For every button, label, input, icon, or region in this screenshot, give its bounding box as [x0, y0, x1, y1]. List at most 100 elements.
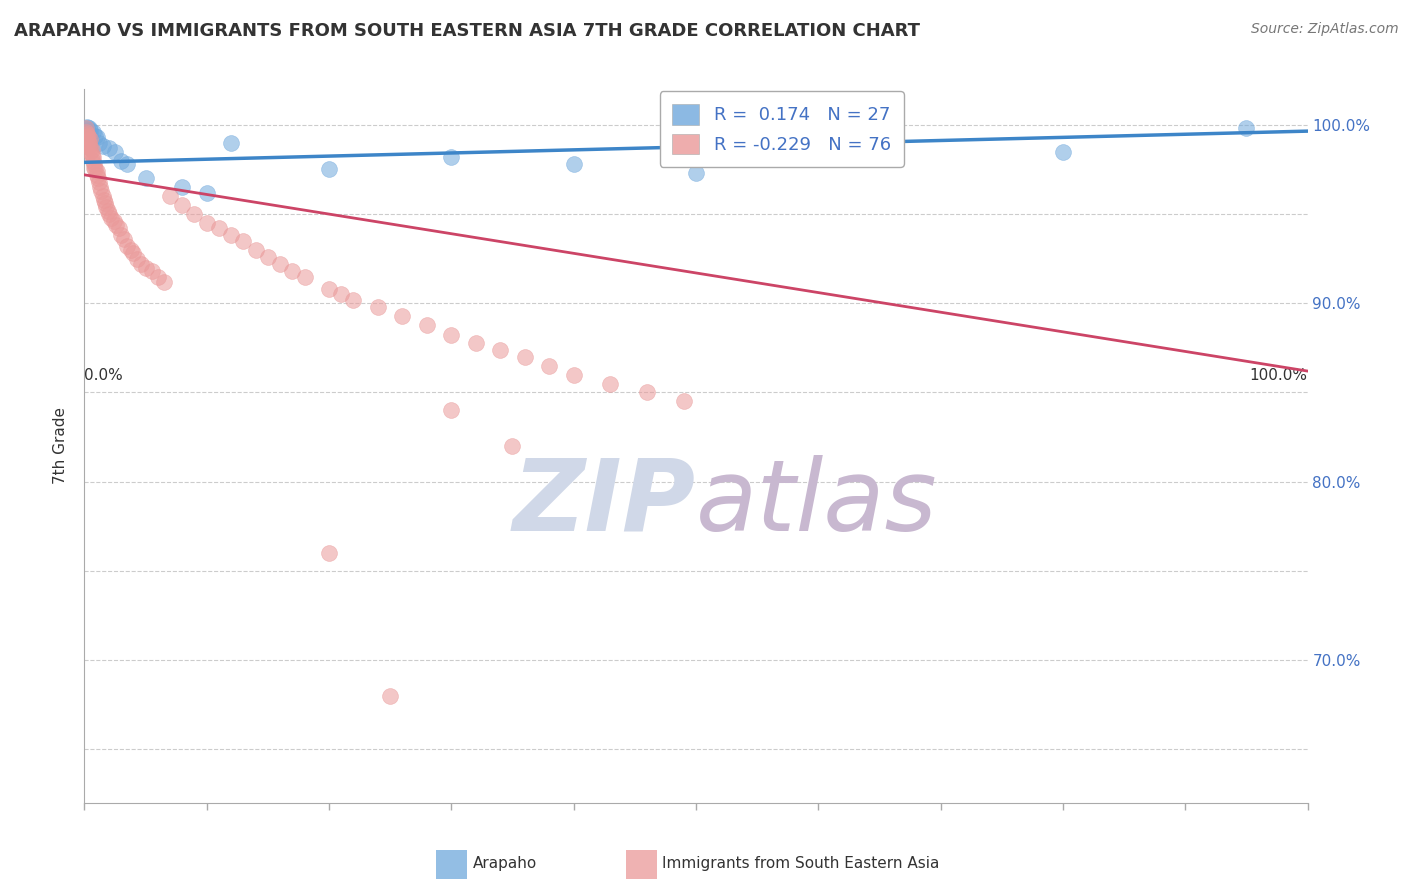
Point — [513, 350, 536, 364]
Point — [245, 243, 267, 257]
Text: Source: ZipAtlas.com: Source: ZipAtlas.com — [1251, 22, 1399, 37]
Point — [208, 221, 231, 235]
Point — [86, 168, 108, 182]
Point — [294, 269, 316, 284]
Point — [330, 287, 353, 301]
Point — [416, 318, 439, 332]
Point — [82, 125, 104, 139]
Point — [79, 145, 101, 159]
Point — [538, 359, 561, 373]
Point — [281, 264, 304, 278]
Point — [440, 403, 463, 417]
Point — [93, 193, 115, 207]
Text: ARAPAHO VS IMMIGRANTS FROM SOUTH EASTERN ASIA 7TH GRADE CORRELATION CHART: ARAPAHO VS IMMIGRANTS FROM SOUTH EASTERN… — [14, 22, 920, 40]
Point — [112, 232, 135, 246]
Point — [135, 260, 157, 275]
Point — [103, 214, 125, 228]
Point — [502, 439, 524, 453]
Point — [80, 148, 103, 162]
Point — [1236, 121, 1258, 136]
Point — [94, 196, 117, 211]
Text: 100.0%: 100.0% — [1250, 368, 1308, 383]
Point — [672, 394, 695, 409]
Text: Arapaho: Arapaho — [472, 856, 537, 871]
Point — [105, 218, 128, 232]
Point — [685, 166, 707, 180]
Point — [84, 162, 107, 177]
Point — [77, 121, 100, 136]
Point — [146, 269, 169, 284]
Point — [183, 207, 205, 221]
Point — [79, 132, 101, 146]
Point — [391, 309, 413, 323]
Point — [76, 127, 98, 141]
Point — [79, 141, 101, 155]
Point — [110, 153, 132, 168]
Point — [153, 275, 176, 289]
Point — [380, 689, 402, 703]
Point — [195, 186, 218, 200]
Point — [232, 234, 254, 248]
Point — [86, 164, 108, 178]
Point — [75, 125, 97, 139]
Point — [219, 136, 242, 150]
Point — [367, 300, 389, 314]
Point — [80, 143, 103, 157]
Point — [269, 257, 291, 271]
Point — [77, 134, 100, 148]
Y-axis label: 7th Grade: 7th Grade — [53, 408, 69, 484]
Point — [82, 150, 104, 164]
Point — [97, 203, 120, 218]
Point — [96, 200, 118, 214]
Point — [135, 171, 157, 186]
Point — [869, 139, 891, 153]
Point — [83, 161, 105, 175]
Point — [219, 228, 242, 243]
Point — [318, 162, 340, 177]
Point — [599, 376, 621, 391]
Point — [89, 180, 111, 194]
Point — [562, 157, 585, 171]
Point — [122, 246, 145, 260]
Point — [79, 127, 101, 141]
Point — [97, 207, 120, 221]
Point — [342, 293, 364, 307]
Point — [90, 184, 112, 198]
Point — [172, 198, 194, 212]
Point — [77, 128, 100, 143]
Point — [440, 150, 463, 164]
Point — [104, 145, 127, 159]
Point — [125, 252, 148, 266]
Text: Immigrants from South Eastern Asia: Immigrants from South Eastern Asia — [662, 856, 939, 871]
Point — [86, 130, 108, 145]
Point — [87, 175, 110, 189]
Point — [115, 239, 138, 253]
Point — [91, 139, 114, 153]
Point — [97, 141, 120, 155]
Point — [120, 243, 142, 257]
Point — [636, 385, 658, 400]
Point — [489, 343, 512, 357]
Point — [107, 221, 129, 235]
Point — [1052, 145, 1074, 159]
Point — [82, 153, 104, 168]
Point — [115, 157, 138, 171]
Point — [562, 368, 585, 382]
Point — [159, 189, 181, 203]
Point — [77, 139, 100, 153]
Point — [79, 123, 101, 137]
Point — [75, 121, 97, 136]
Point — [77, 125, 100, 139]
Text: 0.0%: 0.0% — [84, 368, 124, 383]
Point — [76, 130, 98, 145]
Point — [75, 121, 97, 136]
Point — [87, 171, 110, 186]
Point — [91, 189, 114, 203]
Point — [257, 250, 280, 264]
Point — [440, 328, 463, 343]
Point — [83, 157, 105, 171]
Legend: R =  0.174   N = 27, R = -0.229   N = 76: R = 0.174 N = 27, R = -0.229 N = 76 — [659, 91, 904, 167]
Point — [76, 120, 98, 134]
Text: atlas: atlas — [696, 455, 938, 551]
Point — [141, 264, 163, 278]
